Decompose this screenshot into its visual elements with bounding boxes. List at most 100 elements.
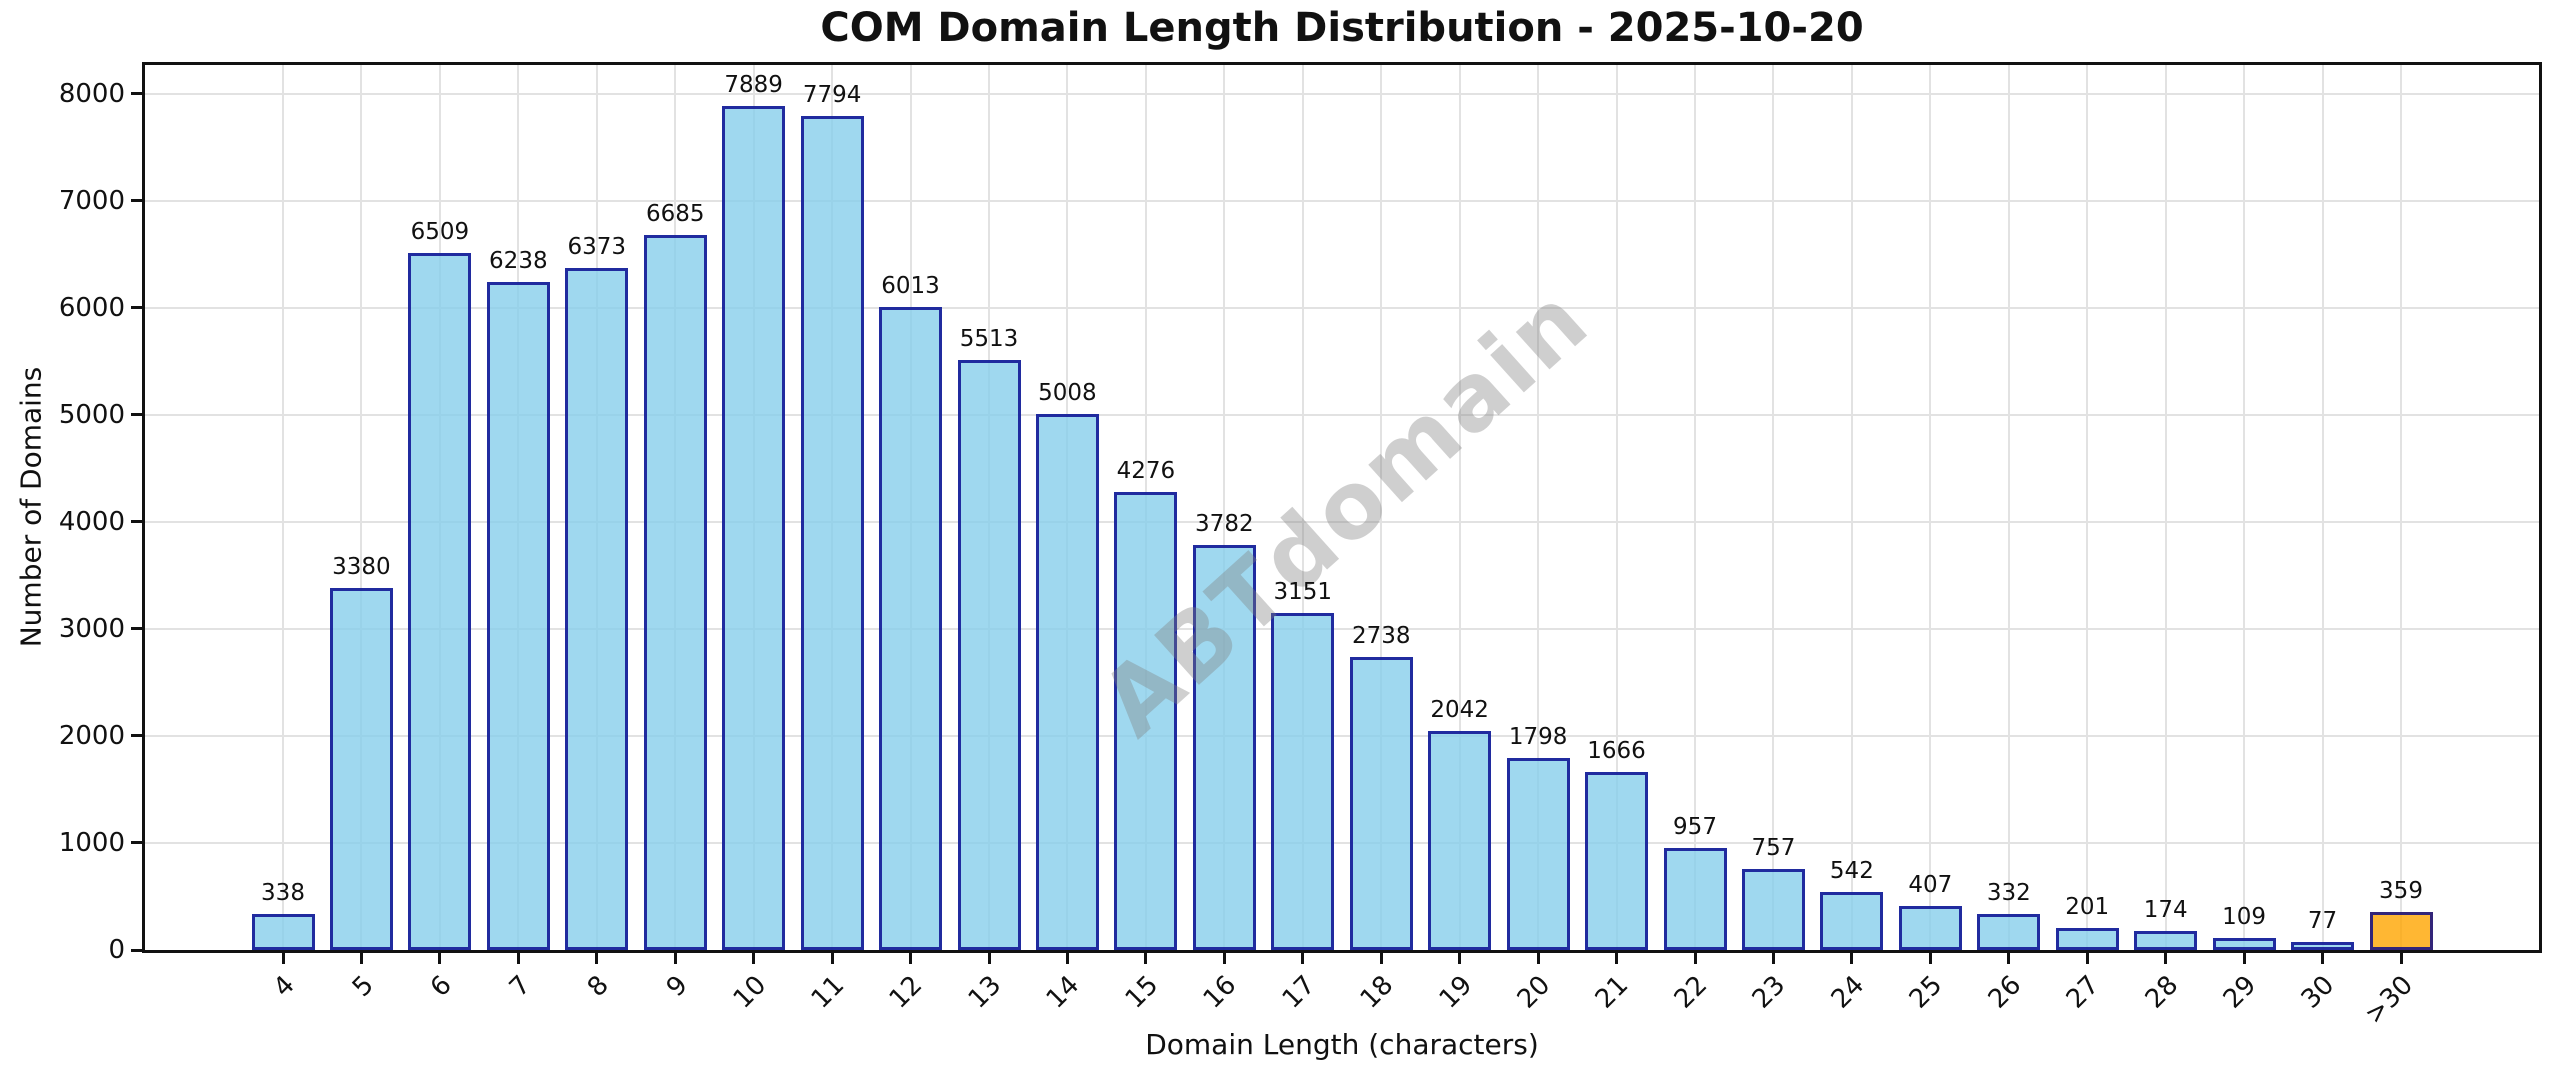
bar-14 bbox=[1035, 414, 1099, 950]
bar-value-label: 407 bbox=[1908, 872, 1953, 898]
x-tick-label-text: 5 bbox=[346, 970, 380, 1003]
x-tick-label-text: 9 bbox=[660, 970, 694, 1003]
bar-value-label: 7794 bbox=[802, 82, 862, 108]
x-tick bbox=[830, 953, 834, 964]
bar-29 bbox=[2212, 938, 2276, 950]
x-tick bbox=[281, 953, 285, 964]
grid-line-v bbox=[1929, 65, 1932, 950]
grid-line-v bbox=[1537, 65, 1540, 950]
grid-line-h bbox=[145, 841, 2539, 844]
x-tick-label-text: 4 bbox=[268, 970, 302, 1003]
bar-25 bbox=[1898, 906, 1962, 950]
x-tick-label-text: 22 bbox=[1668, 970, 1714, 1015]
bar-4 bbox=[251, 914, 315, 950]
grid-line-v bbox=[1458, 65, 1461, 950]
bar-value-label: 6685 bbox=[645, 201, 705, 227]
grid-line-v bbox=[2086, 65, 2089, 950]
y-tick bbox=[131, 520, 142, 524]
y-tick-label: 8000 bbox=[58, 78, 125, 109]
grid-line-v bbox=[1615, 65, 1618, 950]
grid-line-h bbox=[145, 306, 2539, 309]
x-tick-label-text: 21 bbox=[1590, 970, 1635, 1015]
bar-12 bbox=[879, 307, 943, 950]
grid-line-v bbox=[360, 65, 363, 950]
bar-7 bbox=[486, 282, 550, 950]
x-tick-label-text: 25 bbox=[1903, 970, 1949, 1015]
x-tick bbox=[2399, 953, 2403, 964]
y-tick bbox=[131, 199, 142, 203]
x-tick bbox=[595, 953, 599, 964]
x-tick bbox=[2085, 953, 2089, 964]
bar-28 bbox=[2134, 931, 2198, 950]
bar-18 bbox=[1349, 657, 1413, 950]
x-tick bbox=[359, 953, 363, 964]
bar-6 bbox=[408, 253, 472, 950]
x-tick-label-text: 8 bbox=[582, 970, 615, 1003]
bar-21 bbox=[1585, 772, 1649, 950]
x-tick-label-text: >30 bbox=[2359, 970, 2420, 1031]
x-tick bbox=[1379, 953, 1383, 964]
x-tick bbox=[1144, 953, 1148, 964]
bar-value-label: 359 bbox=[2379, 878, 2423, 904]
grid-line-v bbox=[1850, 65, 1853, 950]
x-tick bbox=[516, 953, 520, 964]
y-tick bbox=[131, 948, 142, 952]
x-tick bbox=[987, 953, 991, 964]
x-tick bbox=[1928, 953, 1932, 964]
y-tick bbox=[131, 306, 142, 310]
bar-value-label: 4276 bbox=[1116, 458, 1176, 484]
x-tick bbox=[1850, 953, 1854, 964]
bar-20 bbox=[1506, 758, 1570, 950]
y-tick bbox=[131, 734, 142, 738]
bar-value-label: 201 bbox=[2065, 894, 2110, 920]
grid-line-v bbox=[1223, 65, 1226, 950]
x-tick-label-text: 24 bbox=[1825, 970, 1871, 1015]
bar-27 bbox=[2055, 928, 2119, 950]
bar-value-label: 957 bbox=[1673, 814, 1717, 840]
x-tick bbox=[2321, 953, 2325, 964]
bar-17 bbox=[1271, 613, 1335, 950]
y-tick-label: 1000 bbox=[58, 827, 125, 858]
x-tick-label-text: 10 bbox=[727, 970, 772, 1015]
x-tick-label-text: 23 bbox=[1747, 970, 1792, 1015]
bar-value-label: 3380 bbox=[332, 554, 391, 580]
bar-value-label: 7889 bbox=[724, 72, 783, 98]
y-tick bbox=[131, 841, 142, 845]
y-tick bbox=[131, 92, 142, 96]
bar-value-label: 5008 bbox=[1038, 380, 1097, 406]
bar-value-label: 3782 bbox=[1195, 511, 1254, 537]
x-tick-label-text: 18 bbox=[1354, 970, 1400, 1015]
x-tick-label-text: 20 bbox=[1511, 970, 1557, 1015]
x-tick-label-text: 28 bbox=[2139, 970, 2184, 1015]
grid-line-v bbox=[1380, 65, 1383, 950]
bar-8 bbox=[565, 268, 629, 950]
x-tick-label-text: 27 bbox=[2060, 970, 2106, 1015]
x-tick bbox=[1536, 953, 1540, 964]
x-tick-label-text: 19 bbox=[1433, 970, 1478, 1015]
bar-30 bbox=[2291, 942, 2355, 950]
bar-value-label: 2738 bbox=[1351, 623, 1411, 649]
bar-value-label: 542 bbox=[1829, 858, 1874, 884]
x-tick-label-text: 7 bbox=[503, 970, 537, 1003]
x-tick-label-text: 17 bbox=[1276, 970, 1321, 1015]
bar-value-label: 338 bbox=[261, 880, 305, 906]
x-tick-label-text: 11 bbox=[805, 970, 851, 1015]
x-tick bbox=[1458, 953, 1462, 964]
x-tick bbox=[1771, 953, 1775, 964]
x-tick bbox=[438, 953, 442, 964]
bar-value-label: 757 bbox=[1751, 835, 1796, 861]
bar-10 bbox=[722, 106, 786, 950]
y-tick-label: 7000 bbox=[58, 185, 125, 216]
grid-line-v bbox=[2164, 65, 2167, 950]
x-tick-label-text: 14 bbox=[1041, 970, 1086, 1015]
x-tick-label-text: 16 bbox=[1197, 970, 1243, 1015]
x-tick bbox=[2007, 953, 2011, 964]
x-tick-label-text: 12 bbox=[884, 970, 929, 1015]
x-tick-label-text: 13 bbox=[962, 970, 1008, 1015]
bar-value-label: 3151 bbox=[1273, 579, 1333, 605]
bar-23 bbox=[1741, 869, 1805, 950]
x-tick-label-text: 29 bbox=[2217, 970, 2263, 1015]
bar-value-label: 332 bbox=[1986, 880, 2031, 906]
x-tick-label-text: 6 bbox=[425, 970, 459, 1003]
